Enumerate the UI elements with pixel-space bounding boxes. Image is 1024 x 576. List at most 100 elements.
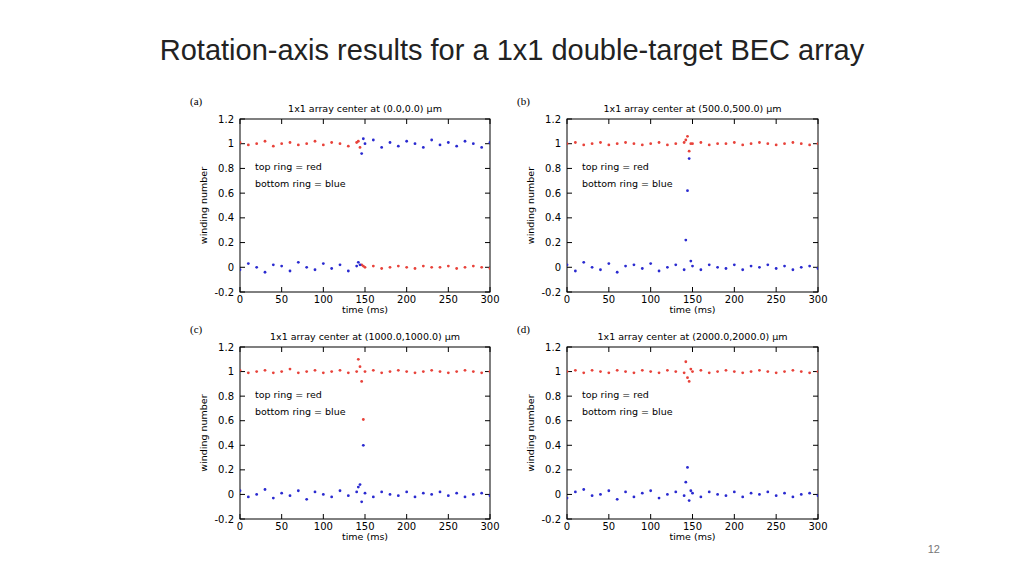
- point: [464, 266, 467, 269]
- point: [699, 141, 702, 144]
- x-tick: [818, 287, 819, 292]
- point: [414, 267, 417, 270]
- panel-label: (c): [190, 323, 203, 336]
- point: [489, 494, 490, 497]
- point: [389, 493, 392, 496]
- data-points: [567, 135, 818, 274]
- point: [472, 493, 475, 496]
- y-tick-label: 0.2: [545, 464, 561, 475]
- point: [322, 493, 325, 496]
- y-tick-label: 0.8: [218, 163, 234, 174]
- y-tick: [567, 193, 572, 194]
- x-tick-mirror: [776, 347, 777, 352]
- point: [686, 189, 689, 192]
- x-tick: [406, 514, 407, 519]
- x-tick: [281, 514, 282, 519]
- point: [297, 489, 300, 492]
- x-tick-label: 250: [767, 294, 786, 305]
- point: [322, 371, 325, 374]
- x-tick-mirror: [776, 119, 777, 124]
- point: [255, 370, 258, 373]
- point: [364, 266, 367, 269]
- point: [766, 370, 769, 373]
- point: [314, 491, 317, 494]
- plot-frame: [567, 119, 818, 292]
- point: [582, 488, 585, 491]
- point: [305, 370, 308, 373]
- y-tick-mirror: [485, 242, 490, 243]
- point: [397, 369, 400, 372]
- point: [489, 141, 490, 144]
- x-tick-mirror: [448, 347, 449, 352]
- point: [567, 142, 568, 145]
- x-tick-mirror: [448, 119, 449, 124]
- x-tick: [734, 514, 735, 519]
- point: [439, 144, 442, 147]
- y-tick-label: 0.8: [218, 391, 234, 402]
- point: [372, 139, 375, 142]
- point: [280, 370, 283, 373]
- y-tick: [240, 193, 245, 194]
- point: [750, 142, 753, 145]
- y-tick: [567, 519, 572, 520]
- y-tick-label: 0.4: [218, 212, 234, 223]
- x-tick-label: 200: [397, 521, 416, 532]
- y-tick-mirror: [813, 519, 818, 520]
- point: [380, 371, 383, 374]
- point: [360, 152, 363, 155]
- point: [280, 142, 283, 145]
- x-tick: [323, 287, 324, 292]
- panel-label: (b): [517, 95, 530, 108]
- y-tick: [240, 519, 245, 520]
- x-tick: [608, 287, 609, 292]
- y-tick-label: 1: [228, 138, 234, 149]
- x-tick: [567, 287, 568, 292]
- point: [691, 370, 694, 373]
- x-tick-label: 50: [275, 294, 288, 305]
- point: [741, 371, 744, 374]
- point: [357, 358, 360, 361]
- y-tick-mirror: [485, 445, 490, 446]
- point: [330, 370, 333, 373]
- point: [372, 265, 375, 268]
- x-tick: [240, 514, 241, 519]
- point: [255, 142, 258, 145]
- point: [674, 491, 677, 494]
- point: [758, 369, 761, 372]
- point: [800, 266, 803, 269]
- point: [666, 266, 669, 269]
- point: [691, 492, 694, 495]
- point: [347, 270, 350, 273]
- point: [758, 266, 761, 269]
- y-tick-label: -0.2: [214, 514, 234, 525]
- point: [389, 141, 392, 144]
- y-tick-mirror: [485, 420, 490, 421]
- point: [683, 371, 686, 374]
- point: [689, 260, 692, 263]
- y-tick-mirror: [813, 242, 818, 243]
- point: [792, 369, 795, 372]
- y-tick-mirror: [485, 168, 490, 169]
- point: [699, 268, 702, 271]
- y-tick-mirror: [813, 420, 818, 421]
- point: [472, 370, 475, 373]
- point: [792, 495, 795, 498]
- point: [624, 370, 627, 373]
- x-tick: [323, 514, 324, 519]
- point: [372, 495, 375, 498]
- point: [808, 492, 811, 495]
- point: [716, 493, 719, 496]
- x-tick-label: 300: [808, 521, 827, 532]
- point: [699, 495, 702, 498]
- point: [489, 370, 490, 373]
- point: [684, 239, 687, 242]
- y-tick-mirror: [485, 519, 490, 520]
- point: [649, 489, 652, 492]
- x-tick-mirror: [692, 347, 693, 352]
- point: [666, 493, 669, 496]
- x-tick: [650, 514, 651, 519]
- point: [792, 268, 795, 271]
- point: [750, 370, 753, 373]
- y-tick-label: 0: [555, 489, 561, 500]
- point: [607, 489, 610, 492]
